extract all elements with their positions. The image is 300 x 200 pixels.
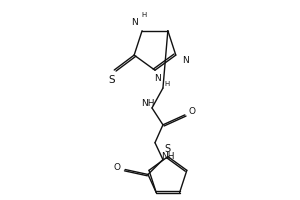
- Text: O: O: [188, 107, 195, 116]
- Text: NH: NH: [141, 99, 155, 108]
- Text: S: S: [108, 75, 115, 85]
- Text: O: O: [114, 163, 121, 172]
- Text: N: N: [131, 18, 137, 27]
- Text: NH: NH: [161, 152, 175, 161]
- Text: H: H: [164, 81, 169, 87]
- Text: H: H: [142, 12, 147, 18]
- Text: S: S: [165, 144, 171, 154]
- Text: N: N: [154, 74, 161, 83]
- Text: N: N: [182, 56, 189, 65]
